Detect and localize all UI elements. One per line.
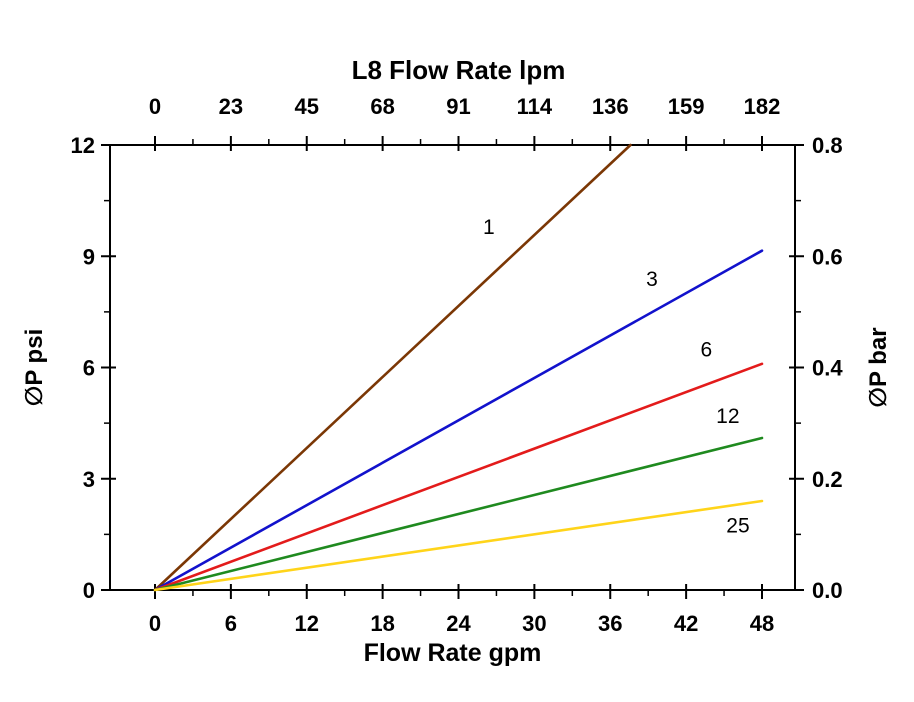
top-axis-tick-label-lpm: 114 — [517, 94, 553, 119]
x-axis-tick-label-gpm: 48 — [750, 611, 774, 636]
series-label-12: 12 — [716, 405, 739, 428]
series-line-1 — [153, 143, 632, 592]
top-axis-tick-label-lpm: 159 — [668, 94, 705, 119]
x-axis-tick-label-gpm: 0 — [149, 611, 161, 636]
right-axis-tick-label-bar: 0.0 — [812, 578, 843, 603]
y-axis-tick-label-psi: 0 — [83, 578, 95, 603]
plot-frame — [109, 144, 796, 591]
series-label-6: 6 — [701, 338, 713, 361]
x-axis-tick-label-gpm: 36 — [598, 611, 622, 636]
y-axis-tick-label-psi: 3 — [83, 467, 95, 492]
top-axis-tick-label-lpm: 68 — [370, 94, 394, 119]
x-axis-tick-label-gpm: 24 — [446, 611, 471, 636]
right-axis-tick-label-bar: 0.2 — [812, 467, 843, 492]
y-axis-title-psi: ∅P psi — [21, 329, 48, 406]
x-axis-tick-label-gpm: 6 — [225, 611, 237, 636]
series-line-6 — [153, 362, 764, 592]
top-axis-tick-label-lpm: 0 — [149, 94, 161, 119]
series-line-12 — [153, 436, 764, 592]
x-axis-title: Flow Rate gpm — [364, 639, 542, 667]
x-axis-tick-label-gpm: 18 — [370, 611, 394, 636]
series-label-1: 1 — [483, 216, 495, 239]
y-axis-tick-label-psi: 6 — [83, 356, 95, 381]
top-axis-tick-label-lpm: 91 — [446, 94, 470, 119]
y-axis-title-bar: ∅P bar — [865, 327, 892, 407]
x-axis-tick-label-gpm: 12 — [295, 611, 319, 636]
series-label-3: 3 — [646, 268, 658, 291]
top-axis-tick-label-lpm: 23 — [219, 94, 243, 119]
top-axis-tick-label-lpm: 182 — [744, 94, 781, 119]
top-axis-title: L8 Flow Rate lpm — [352, 55, 566, 85]
y-axis-tick-label-psi: 12 — [71, 133, 95, 158]
right-axis-tick-label-bar: 0.8 — [812, 133, 843, 158]
right-axis-tick-label-bar: 0.6 — [812, 244, 843, 269]
x-axis-tick-label-gpm: 30 — [522, 611, 546, 636]
series-label-25: 25 — [726, 515, 749, 538]
right-axis-tick-label-bar: 0.4 — [812, 356, 843, 381]
series-line-3 — [153, 249, 764, 592]
top-axis-tick-label-lpm: 136 — [592, 94, 629, 119]
x-axis-tick-label-gpm: 42 — [674, 611, 698, 636]
y-axis-tick-label-psi: 9 — [83, 244, 95, 269]
series-line-25 — [153, 499, 764, 592]
top-axis-tick-label-lpm: 45 — [295, 94, 319, 119]
